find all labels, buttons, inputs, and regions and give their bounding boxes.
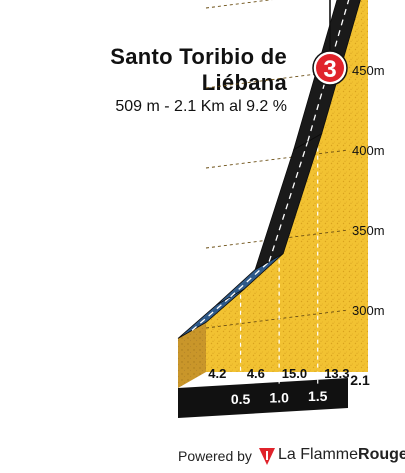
gradient-label: 4.6 [247, 366, 265, 381]
marker-number: 3 [323, 56, 336, 83]
gradient-label: 4.2 [208, 366, 226, 381]
profile-area [206, 0, 368, 372]
elevation-tick-label: 400m [352, 143, 385, 158]
distance-label: 0.5 [231, 391, 251, 407]
footer: Powered by La FlammeRouge [0, 444, 405, 468]
powered-by-text: Powered by [178, 448, 252, 464]
distance-label: 1.5 [308, 388, 328, 404]
profile-side-face [178, 322, 206, 388]
climb-title-line2: Liébana [201, 70, 287, 95]
elevation-tick-label: 350m [352, 223, 385, 238]
distance-label: 1.0 [269, 390, 289, 406]
gradient-label: 15.0 [282, 366, 307, 381]
brand-light: La Flamme [278, 446, 359, 463]
gradient-label: 13.3 [324, 366, 349, 381]
climb-subtitle: 509 m - 2.1 Km al 9.2 % [115, 98, 287, 115]
distance-base-band [178, 378, 348, 418]
road-centerline [191, 296, 231, 331]
elevation-gridline [205, 0, 273, 9]
elevation-tick-label: 300m [352, 303, 385, 318]
distance-label: 2.1 [350, 372, 370, 388]
elevation-tick-label: 450m [352, 63, 385, 78]
road-centerline [307, 0, 350, 142]
flamme-rouge-logo-icon [259, 448, 275, 465]
climb-title-line1: Santo Toribio de [110, 44, 287, 69]
marker-badge [316, 54, 344, 82]
brand-bold: Rouge [358, 446, 405, 463]
road-centerline [230, 261, 270, 298]
brand-name: La FlammeRouge [278, 446, 405, 464]
